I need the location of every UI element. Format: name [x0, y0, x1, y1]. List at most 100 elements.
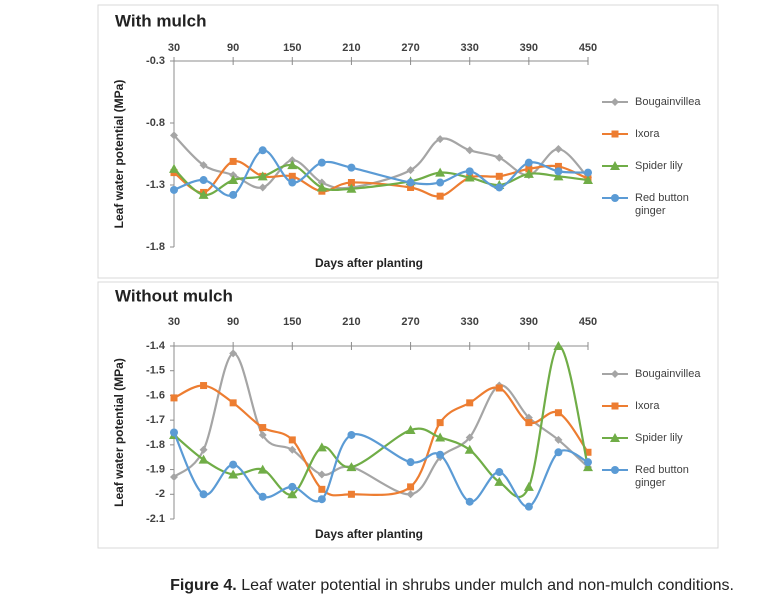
- marker: [347, 179, 355, 187]
- legend-label: Spider lily: [635, 160, 683, 172]
- legend-marker: [611, 402, 619, 410]
- y-tick-label: -1.5: [146, 365, 165, 377]
- marker: [436, 419, 444, 427]
- y-tick-label: -1.8: [146, 241, 165, 253]
- marker: [229, 157, 237, 165]
- marker: [347, 430, 356, 439]
- y-axis-label: Leaf water potential (MPa): [112, 358, 126, 507]
- legend-marker: [611, 98, 619, 106]
- y-axis-label: Leaf water potential (MPa): [112, 80, 126, 229]
- marker: [170, 428, 178, 437]
- marker: [436, 178, 445, 187]
- legend-marker: [610, 161, 620, 170]
- marker: [466, 399, 474, 407]
- marker: [170, 394, 178, 402]
- x-tick-label: 150: [283, 42, 301, 54]
- marker: [316, 442, 327, 452]
- marker: [229, 399, 237, 407]
- x-tick-label: 150: [283, 316, 301, 328]
- marker: [436, 450, 445, 459]
- marker: [346, 183, 357, 193]
- marker: [229, 190, 238, 199]
- marker: [495, 183, 504, 192]
- legend-label: Red button ginger: [635, 464, 689, 489]
- legend-marker: [610, 433, 620, 442]
- marker: [257, 464, 268, 474]
- y-tick-label: -0.3: [146, 55, 165, 67]
- legend-label: Red button ginger: [635, 192, 689, 217]
- marker: [407, 483, 415, 491]
- x-tick-label: 330: [461, 316, 479, 328]
- marker: [316, 182, 327, 192]
- x-tick-label: 270: [401, 42, 419, 54]
- marker: [288, 482, 297, 491]
- x-tick-label: 30: [168, 42, 180, 54]
- y-tick-label: -2.1: [146, 513, 165, 525]
- marker: [170, 131, 178, 140]
- marker: [288, 445, 297, 454]
- marker: [199, 161, 208, 170]
- marker: [228, 469, 239, 479]
- marker: [435, 432, 446, 442]
- marker: [288, 172, 296, 180]
- marker: [554, 167, 563, 176]
- legend-marker: [611, 370, 619, 378]
- marker: [436, 135, 445, 144]
- marker: [200, 382, 208, 390]
- marker: [198, 454, 209, 464]
- marker: [407, 183, 415, 191]
- marker: [406, 458, 415, 467]
- x-tick-label: 390: [520, 316, 538, 328]
- marker: [406, 178, 415, 187]
- y-tick-label: -1.6: [146, 389, 165, 401]
- marker: [584, 448, 592, 456]
- panel-frame: [97, 4, 719, 279]
- marker: [317, 495, 326, 504]
- marker: [494, 476, 505, 486]
- x-tick-label: 210: [342, 42, 360, 54]
- marker: [347, 490, 355, 498]
- marker: [317, 158, 326, 167]
- marker: [436, 192, 444, 200]
- legend-label-line: Red button: [635, 464, 689, 476]
- legend-label: Ixora: [635, 128, 660, 140]
- y-tick-label: -1.3: [146, 179, 165, 191]
- x-tick-label: 210: [342, 316, 360, 328]
- marker: [258, 492, 267, 501]
- marker: [554, 145, 563, 154]
- marker: [464, 444, 475, 454]
- marker: [346, 462, 357, 472]
- marker: [524, 158, 533, 167]
- marker: [583, 462, 593, 472]
- y-tick-label: -0.8: [146, 117, 165, 129]
- marker: [495, 468, 504, 477]
- marker: [523, 481, 534, 491]
- marker: [554, 409, 562, 417]
- x-tick-label: 90: [227, 42, 239, 54]
- marker: [198, 189, 209, 199]
- marker: [288, 178, 297, 187]
- x-tick-label: 330: [461, 42, 479, 54]
- marker: [406, 166, 415, 175]
- y-tick-label: -2: [155, 488, 165, 500]
- marker: [583, 175, 593, 185]
- marker: [435, 167, 446, 177]
- marker: [287, 489, 298, 499]
- x-tick-label: 270: [401, 316, 419, 328]
- marker: [495, 153, 504, 162]
- legend-marker: [611, 466, 619, 474]
- y-tick-label: -1.7: [146, 414, 165, 426]
- marker: [553, 171, 564, 181]
- caption: Figure 4. Leaf water potential in shrubs…: [170, 577, 734, 594]
- y-tick-label: -1.8: [146, 439, 165, 451]
- marker: [258, 183, 267, 192]
- legend-marker: [611, 194, 619, 202]
- marker: [584, 168, 592, 177]
- marker: [465, 433, 474, 442]
- legend-label-line: ginger: [635, 205, 666, 217]
- y-tick-label: -1.9: [146, 463, 165, 475]
- marker: [553, 341, 564, 350]
- x-tick-label: 450: [579, 42, 597, 54]
- x-axis-label: Days after planting: [315, 527, 423, 541]
